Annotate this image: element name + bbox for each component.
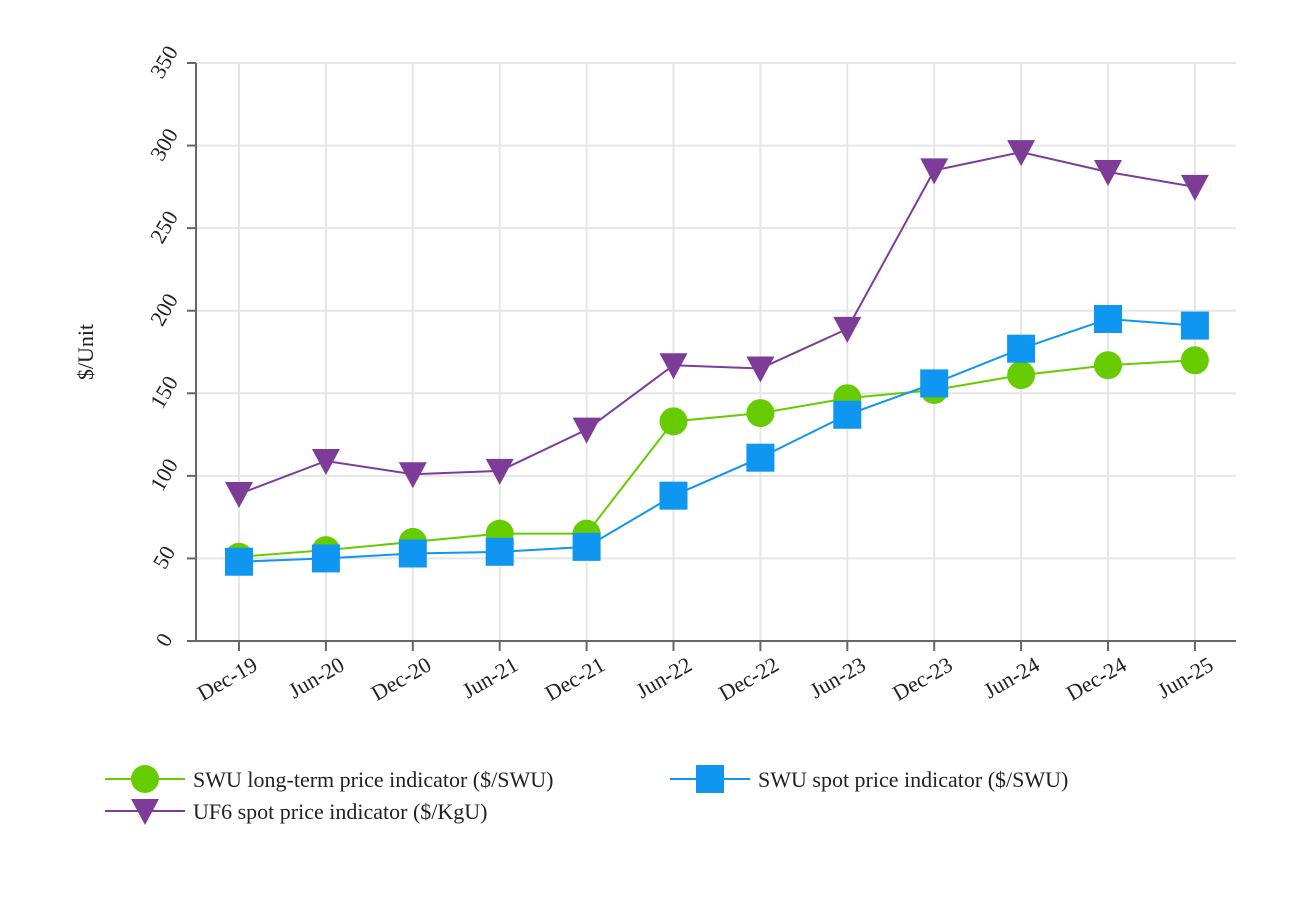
series-line: [238, 317, 1195, 563]
x-tick-label: Jun-20: [284, 652, 348, 704]
legend-label: UF6 spot price indicator ($/KgU): [193, 799, 488, 824]
triangle-marker: [1094, 159, 1122, 186]
square-marker: [311, 544, 340, 573]
y-tick-label: 100: [145, 454, 183, 495]
legend-square-marker: [696, 765, 724, 793]
circle-marker: [1007, 361, 1036, 390]
square-marker: [920, 369, 949, 398]
square-marker: [572, 532, 601, 561]
chart-axes: [187, 62, 1236, 651]
legend-label: SWU long-term price indicator ($/SWU): [193, 767, 553, 792]
series-line: [238, 151, 1196, 495]
triangle-marker: [225, 482, 253, 509]
square-marker: [398, 539, 427, 568]
chart-legend: SWU long-term price indicator ($/SWU) SWU…: [105, 765, 1068, 825]
y-tick-label: 350: [145, 41, 183, 82]
triangle-marker: [572, 417, 601, 444]
square-marker: [485, 537, 514, 566]
legend-item: UF6 spot price indicator ($/KgU): [105, 799, 488, 825]
chart-grid: [196, 62, 1236, 641]
triangle-marker: [398, 462, 427, 489]
triangle-marker: [485, 458, 514, 485]
square-marker: [1180, 311, 1209, 340]
y-tick-label: 0: [150, 629, 177, 651]
chart-series: [225, 140, 1209, 576]
triangle-marker: [311, 448, 340, 475]
x-tick-label: Dec-20: [367, 652, 436, 706]
square-marker: [225, 547, 253, 576]
triangle-marker: [920, 158, 949, 185]
y-tick-label: 300: [145, 124, 183, 165]
triangle-marker: [1180, 174, 1209, 201]
square-marker: [1007, 334, 1036, 363]
legend-triangle-marker: [131, 799, 159, 825]
y-tick-label: 50: [148, 541, 181, 573]
circle-marker: [1180, 346, 1209, 375]
y-tick-label: 150: [145, 372, 183, 413]
legend-item: SWU spot price indicator ($/SWU): [670, 765, 1068, 793]
x-tick-label: Dec-24: [1062, 652, 1131, 706]
x-tick-label: Jun-24: [979, 652, 1043, 704]
series-1: [225, 346, 1209, 571]
x-tick-label: Jun-25: [1153, 652, 1217, 704]
series-3: [225, 140, 1209, 509]
triangle-marker: [833, 316, 862, 343]
y-tick-labels: 0 50 100 150 200 250 300 350: [145, 41, 183, 651]
x-tick-label: Jun-23: [805, 652, 869, 704]
y-axis-label: $/Unit: [73, 324, 98, 380]
circle-marker: [659, 407, 688, 436]
circle-marker: [1094, 351, 1122, 380]
x-tick-label: Dec-21: [541, 652, 610, 706]
square-marker: [1094, 304, 1122, 333]
square-marker: [659, 481, 688, 510]
y-tick-label: 200: [145, 289, 183, 330]
x-tick-label: Jun-22: [632, 652, 696, 704]
x-tick-label: Dec-19: [193, 652, 262, 706]
legend-item: SWU long-term price indicator ($/SWU): [105, 765, 553, 793]
triangle-marker: [659, 353, 688, 380]
triangle-marker: [1007, 140, 1036, 167]
y-tick-label: 250: [145, 206, 183, 247]
triangle-marker: [746, 356, 775, 383]
x-tick-label: Jun-21: [458, 652, 522, 704]
square-marker: [746, 443, 775, 472]
x-tick-label: Dec-22: [714, 652, 783, 706]
series-line: [238, 359, 1195, 558]
x-tick-label: Dec-23: [888, 652, 957, 706]
circle-marker: [746, 399, 775, 428]
legend-circle-marker: [131, 765, 159, 793]
x-tick-labels: Dec-19 Jun-20 Dec-20 Jun-21 Dec-21 Jun-22 Dec-…: [193, 652, 1217, 706]
legend-label: SWU spot price indicator ($/SWU): [758, 767, 1068, 792]
square-marker: [833, 400, 862, 429]
series-2: [225, 304, 1209, 576]
